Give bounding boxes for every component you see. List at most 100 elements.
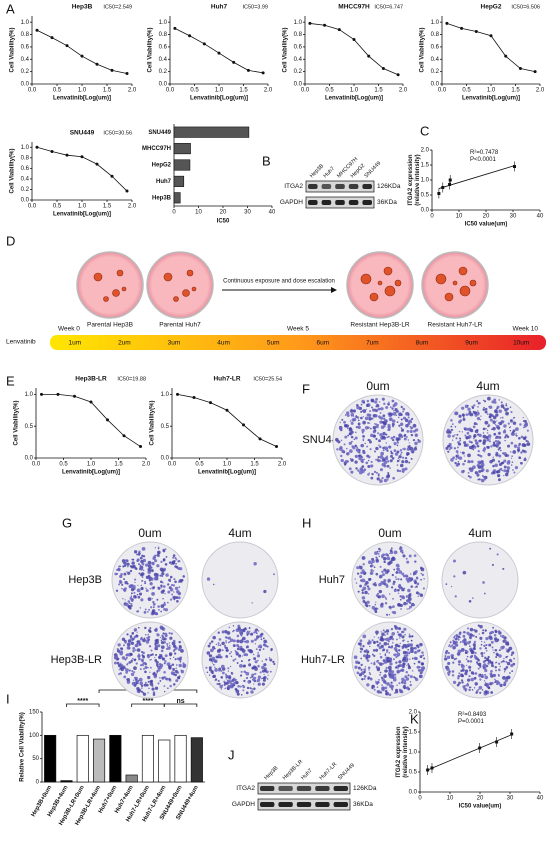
colony	[365, 604, 369, 608]
colony	[388, 445, 391, 448]
colony	[489, 459, 493, 464]
colony	[153, 576, 158, 581]
colony	[400, 668, 405, 672]
colony	[179, 579, 181, 581]
band	[348, 184, 359, 189]
colony	[246, 686, 250, 690]
colony	[409, 683, 412, 687]
colony	[448, 445, 451, 448]
x-tick-label: 1.0	[78, 204, 87, 210]
ic50: IC50=2.549	[103, 4, 132, 10]
colony	[398, 469, 402, 473]
colony	[245, 691, 249, 695]
size-label: 126KDa	[353, 785, 377, 792]
colony	[481, 640, 483, 643]
colony	[405, 424, 409, 428]
colony	[394, 576, 397, 578]
colony	[390, 681, 393, 684]
colony	[246, 634, 249, 636]
colony	[407, 413, 410, 416]
colony	[390, 687, 394, 690]
colony	[176, 657, 180, 660]
y-tick-label: 0.4	[159, 57, 168, 63]
colony	[504, 671, 506, 673]
point	[445, 21, 449, 25]
colony	[147, 654, 149, 656]
colony	[246, 645, 249, 649]
colony	[130, 595, 132, 598]
colony	[155, 653, 158, 656]
colony	[168, 561, 172, 564]
colony	[463, 636, 465, 638]
colony	[406, 560, 410, 564]
colony	[372, 425, 377, 430]
colony	[402, 554, 406, 558]
colony	[180, 578, 184, 582]
colony	[519, 423, 522, 426]
colony	[229, 641, 231, 643]
colony	[510, 451, 512, 453]
colony	[388, 417, 393, 422]
colony	[476, 662, 479, 665]
colony	[513, 444, 518, 448]
colony	[241, 638, 244, 641]
curve	[177, 393, 277, 447]
colony	[244, 640, 247, 643]
colony	[480, 652, 484, 655]
colony	[368, 403, 370, 405]
colony	[504, 639, 507, 642]
colony	[141, 562, 145, 566]
colony	[411, 657, 414, 660]
colony	[225, 654, 229, 658]
colony	[423, 578, 425, 580]
colony	[167, 583, 170, 586]
colony	[447, 651, 450, 655]
colony	[234, 678, 237, 681]
point	[352, 37, 356, 41]
colony	[350, 470, 354, 474]
colony	[469, 627, 474, 632]
colony	[367, 593, 370, 595]
colony	[400, 405, 403, 409]
x-tick-label: 10	[195, 210, 202, 216]
colony	[374, 607, 378, 610]
colony	[221, 641, 225, 646]
point	[510, 732, 514, 736]
y-tick-label: Hep3B	[152, 195, 172, 201]
colony	[395, 436, 398, 439]
colony	[395, 414, 398, 416]
colony	[261, 633, 263, 636]
colony	[375, 437, 378, 441]
colony	[177, 560, 180, 563]
colony	[162, 581, 164, 584]
colony	[386, 569, 390, 573]
colony	[180, 648, 184, 653]
colony	[230, 655, 233, 658]
colony	[470, 460, 474, 464]
colony	[217, 642, 220, 645]
colony	[361, 596, 366, 600]
colony	[360, 668, 363, 671]
colony	[357, 419, 360, 422]
chart-title: MHCC97H	[338, 4, 370, 11]
colony	[401, 658, 406, 663]
colony	[517, 449, 520, 452]
colony	[510, 419, 513, 422]
colony	[495, 639, 499, 643]
colony	[178, 586, 181, 589]
colony	[257, 664, 260, 668]
colony	[384, 674, 387, 677]
colony	[505, 648, 507, 650]
colony	[263, 663, 267, 667]
colony	[257, 682, 261, 686]
colony	[467, 453, 471, 458]
label: Lenvatinib[Log(um)]	[62, 470, 120, 476]
colony	[504, 472, 509, 477]
colony	[500, 645, 504, 650]
colony	[134, 567, 138, 570]
colony	[385, 433, 388, 436]
colony	[490, 640, 494, 644]
bar	[76, 734, 89, 783]
colony	[445, 650, 448, 654]
colony	[463, 639, 467, 643]
